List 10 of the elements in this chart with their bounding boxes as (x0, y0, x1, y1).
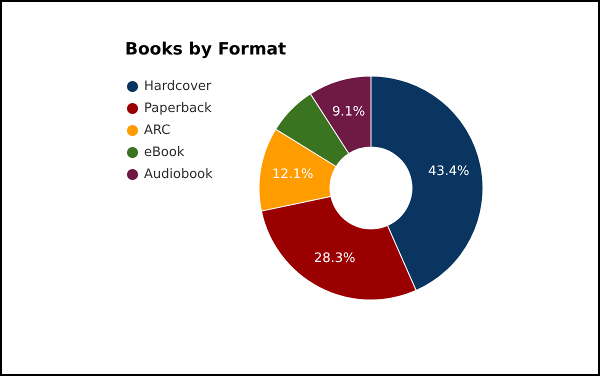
legend-label: Audiobook (144, 167, 214, 182)
legend-label: ARC (144, 123, 170, 138)
data-label: 28.3% (314, 251, 356, 266)
data-label: 12.1% (272, 166, 314, 182)
legend-label: eBook (144, 145, 185, 160)
legend-label: Hardcover (144, 79, 212, 94)
legend-label: Paperback (144, 101, 212, 116)
data-label: 9.1% (332, 104, 366, 120)
chart-title: Books by Format (125, 40, 286, 60)
data-label: 43.4% (428, 164, 470, 180)
